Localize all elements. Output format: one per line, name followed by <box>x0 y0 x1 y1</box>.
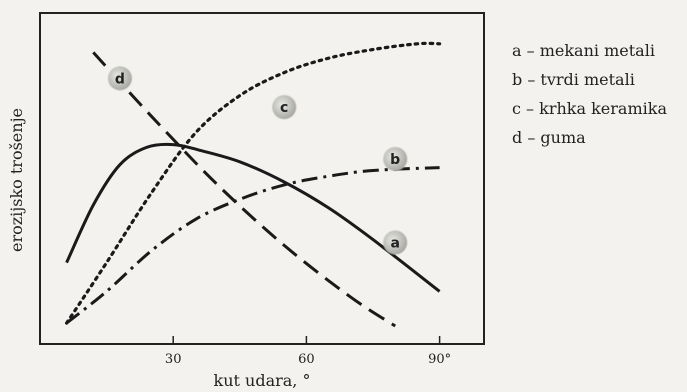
legend-item-b: b – tvrdi metali <box>512 70 635 89</box>
curve-label-badge-c <box>272 95 297 120</box>
curve-label-text-a: a <box>390 235 399 251</box>
series-line-a <box>65 142 441 293</box>
x-axis-ticks: 30 60 90° <box>165 336 451 367</box>
curve-label-d: d <box>107 66 132 91</box>
legend-item-c: c – krhka keramika <box>512 99 667 118</box>
series-line-d <box>92 51 397 328</box>
legend-item-a: a – mekani metali <box>512 41 655 60</box>
curve-label-badge-a <box>383 230 408 255</box>
x-axis-title: kut udara, ° <box>214 371 311 390</box>
legend: a – mekani metali b – tvrdi metali c – k… <box>512 36 667 152</box>
plot-area <box>39 12 485 345</box>
series-line-c <box>65 41 442 325</box>
curve-label-b: b <box>383 146 408 171</box>
curve-label-c: c <box>272 95 297 120</box>
x-tick-label: 90° <box>428 352 451 367</box>
x-tick-label: 60 <box>298 352 315 367</box>
curve-label-badge-d <box>107 66 132 91</box>
series-line-b <box>65 166 440 325</box>
curve-label-text-d: d <box>115 71 125 87</box>
curve-label-a: a <box>383 230 408 255</box>
curves <box>65 41 442 328</box>
y-axis-title: erozijsko trošenje <box>7 108 26 252</box>
legend-item-d: d – guma <box>512 128 586 147</box>
curve-labels: a b c d <box>107 66 408 255</box>
curve-label-text-b: b <box>390 152 400 168</box>
curve-label-badge-b <box>383 146 408 171</box>
x-tick-label: 30 <box>165 352 182 367</box>
curve-label-text-c: c <box>280 100 288 116</box>
